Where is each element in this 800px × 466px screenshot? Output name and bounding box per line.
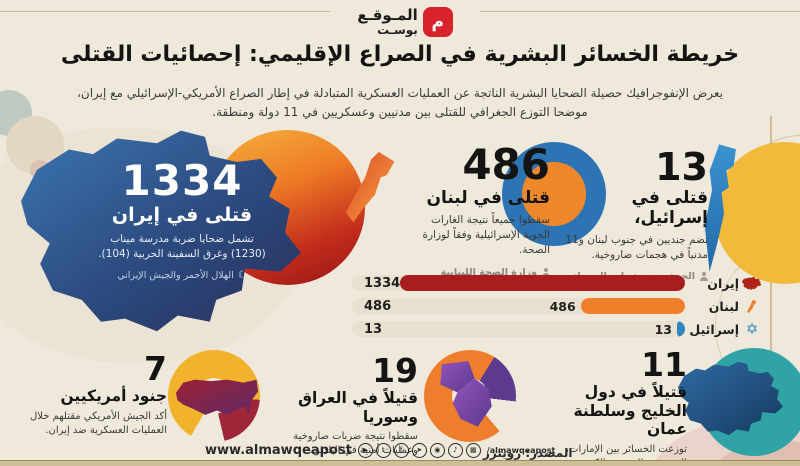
bar-endvalue-israel: 13 [654, 321, 672, 337]
bar-endvalue-lebanon: 486 [549, 298, 576, 314]
bottom-border-strip [0, 460, 800, 466]
israel-stat-label: قتلى في إسرائيل، [631, 188, 708, 228]
bar-label-israel: إسرائيل [689, 321, 739, 337]
lebanon-stat-source: وزارة الصحة اللبنانية [415, 267, 550, 278]
deaths-bar-chart: إيران 1334 لبنان 486 486 ✡ إسرائيل [352, 275, 765, 337]
video-icon: ▦ [465, 443, 481, 458]
lebanon-stat-label: قتلى في لبنان [426, 188, 550, 208]
bar-row-israel: ✡ إسرائيل 13 13 [352, 321, 765, 337]
social-icons-row: ▶ t f ➤ ◉ ♪ ▦ [357, 443, 481, 458]
bar-fill-lebanon [580, 298, 685, 314]
lebanon-source-label: وزارة الصحة اللبنانية [440, 266, 537, 278]
bar-value-iran: 1334 [364, 275, 401, 291]
iran-stat-block: 1334 قتلى في إيران تشمل ضحايا ضربة مدرسة… [98, 156, 266, 282]
instagram-icon: ◉ [429, 443, 445, 458]
israel-death-count: 13 [655, 145, 708, 189]
bar-row-lebanon: لبنان 486 486 [352, 298, 765, 314]
iran-stat-source: ☾ الهلال الأحمر والجيش الإيراني [98, 270, 266, 281]
bar-fill-iran [400, 275, 685, 291]
bar-label-iran: إيران [707, 275, 739, 291]
logo-wordmark: المـوقـع بوسـت [357, 5, 418, 37]
bar-track-lebanon: 486 486 [352, 298, 685, 314]
iraq-syria-stat-label: قتيلاً في العراق وسوريا [298, 389, 418, 426]
gulf-death-count: 11 [641, 345, 687, 384]
bar-label-lebanon: لبنان [708, 298, 739, 314]
iraq-syria-death-count: 19 [372, 351, 418, 390]
israel-map [704, 144, 736, 272]
tiktok-icon: ♪ [447, 443, 463, 458]
lebanon-map-icon [739, 299, 765, 314]
bar-row-iran: إيران 1334 [352, 275, 765, 291]
israel-stat-desc: تضم جنديين في جنوب لبنان و11 مدنياً في ه… [565, 234, 708, 262]
israel-stat-block: 13 قتلى في إسرائيل، تضم جنديين في جنوب ل… [565, 148, 708, 282]
usa-stat-block: 7 جنود أمريكيين أكد الجيش الأمريكي مقتله… [25, 352, 167, 438]
crescent-icon: ☾ [237, 270, 247, 282]
logo-monogram-icon: م [422, 7, 453, 37]
usa-stat-label: جنود أمريكيين [60, 387, 167, 405]
youtube-icon: ▶ [357, 443, 373, 458]
iran-stat-desc: تشمل ضحايا ضربة مدرسة ميناب (1230) وغرق … [98, 233, 266, 260]
bar-value-lebanon: 486 [364, 298, 392, 314]
usa-map [175, 379, 259, 415]
lebanon-map [345, 151, 395, 223]
star-of-david-icon: ✡ [745, 319, 759, 338]
twitter-icon: t [375, 443, 391, 458]
footer-branding: www.almawqeapost ▶ t f ➤ ◉ ♪ ▦ /almawqeapost [205, 443, 555, 458]
page-title: خريطة الخسائر البشرية في الصراع الإقليمي… [60, 42, 740, 67]
bar-value-israel: 13 [364, 321, 383, 337]
lebanon-stat-block: 486 قتلى في لبنان سقطوا جميعاً نتيجة الغ… [415, 144, 550, 278]
website-url: www.almawqeapost [205, 443, 352, 458]
telegram-icon: ➤ [411, 443, 427, 458]
gulf-stat-label: قتيلاً في دول الخليج وسلطنة عمان [573, 383, 687, 439]
page-subtitle: يعرض الإنفوجرافيك حصيلة الضحايا البشرية … [60, 84, 740, 121]
subtitle-line1: يعرض الإنفوجرافيك حصيلة الضحايا البشرية … [77, 86, 723, 100]
iran-death-count: 1334 [121, 156, 243, 205]
iran-source-label: الهلال الأحمر والجيش الإيراني [117, 270, 234, 282]
brand-logo: م المـوقـع بوسـت [330, 2, 480, 42]
social-handle: /almawqeapost [486, 446, 556, 455]
iran-map [21, 130, 301, 332]
gulf-region-map [678, 361, 783, 436]
bar-track-iran: 1334 [352, 275, 685, 291]
usa-stat-desc: أكد الجيش الأمريكي مقتلهم خلال العمليات … [30, 410, 167, 436]
facebook-icon: f [393, 443, 409, 458]
bar-track-israel: 13 13 [352, 321, 685, 337]
lebanon-death-count: 486 [462, 140, 550, 189]
usa-death-count: 7 [144, 349, 167, 388]
data-source-label: المصدر: رويترز [483, 446, 573, 460]
iran-map-icon [739, 276, 765, 291]
bar-fill-israel [677, 321, 685, 337]
logo-line2: بوسـت [377, 22, 418, 37]
iraq-syria-map [440, 361, 492, 427]
subtitle-line2: موضحا التوزع الجغرافي للقتلى بين مدنيين … [212, 104, 588, 119]
logo-line1: المـوقـع [357, 5, 418, 24]
lebanon-accent-donut [502, 142, 606, 246]
iran-stat-label: قتلى في إيران [111, 204, 253, 226]
lebanon-stat-desc: سقطوا جميعاً نتيجة الغارات الجوية الإسرا… [422, 214, 550, 257]
